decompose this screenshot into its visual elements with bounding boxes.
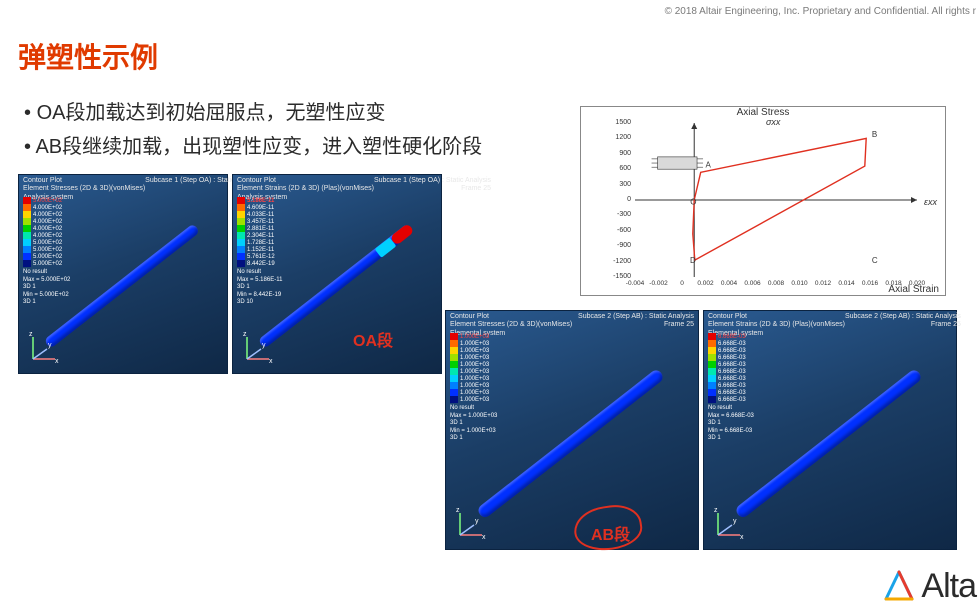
svg-text:D: D: [690, 256, 696, 265]
chart-ytick: 1500: [609, 119, 631, 126]
svg-text:y: y: [733, 518, 737, 525]
chart-ytick: 900: [609, 150, 631, 157]
chart-xtick: 0.008: [768, 280, 784, 287]
chart-ytick: 0: [609, 196, 631, 203]
brand-logo: Alta: [881, 567, 976, 606]
svg-text:A: A: [706, 161, 712, 170]
chart-ytick: 1200: [609, 134, 631, 141]
page-title: 弹塑性示例: [18, 36, 158, 76]
chart-xtick: -0.004: [626, 280, 644, 287]
svg-text:B: B: [872, 130, 877, 139]
svg-text:x: x: [740, 534, 744, 541]
chart-ytick: -300: [609, 211, 631, 218]
svg-text:x: x: [269, 358, 273, 365]
svg-text:z: z: [29, 331, 33, 338]
chart-xtick: 0.006: [744, 280, 760, 287]
chart-xtick: 0.010: [791, 280, 807, 287]
fea-panel: Contour Plot Element Stresses (2D & 3D)(…: [18, 174, 228, 374]
chart-ytick: 600: [609, 165, 631, 172]
hand-annotation-label: AB段: [591, 521, 630, 545]
chart-xtick: 0.004: [721, 280, 737, 287]
chart-xlabel: εxx: [924, 197, 937, 207]
bullet-item: AB段继续加载，出现塑性应变，进入塑性硬化阶段: [24, 130, 482, 164]
axis-triad-icon: z x y: [25, 327, 65, 367]
chart-xtick: 0: [680, 280, 684, 287]
chart-ytick: -1500: [609, 273, 631, 280]
chart-ytick: -600: [609, 227, 631, 234]
brand-text: Alta: [921, 567, 976, 606]
svg-text:y: y: [262, 342, 266, 349]
fea-panel: Contour Plot Element Stresses (2D & 3D)(…: [445, 310, 699, 550]
chart-xtick: 0.016: [862, 280, 878, 287]
copyright-text: © 2018 Altair Engineering, Inc. Propriet…: [665, 6, 976, 17]
svg-text:x: x: [482, 534, 486, 541]
altair-mark-icon: [881, 569, 917, 605]
svg-text:y: y: [48, 342, 52, 349]
svg-text:C: C: [872, 256, 878, 265]
chart-svg: O A B C D: [635, 123, 917, 277]
bullet-list: OA段加载达到初始屈服点，无塑性应变 AB段继续加载，出现塑性应变，进入塑性硬化…: [24, 96, 482, 164]
chart-xtick: -0.002: [649, 280, 667, 287]
bullet-item: OA段加载达到初始屈服点，无塑性应变: [24, 96, 482, 130]
fea-panel: Contour Plot Element Strains (2D & 3D) (…: [703, 310, 957, 550]
chart-ytick: -1200: [609, 258, 631, 265]
svg-text:y: y: [475, 518, 479, 525]
chart-xtick: 0.002: [697, 280, 713, 287]
chart-xtick: 0.012: [815, 280, 831, 287]
hand-annotation-label: OA段: [353, 327, 393, 351]
chart-ytick: -900: [609, 242, 631, 249]
axis-triad-icon: z x y: [710, 503, 750, 543]
fea-panel: Contour Plot Element Strains (2D & 3D) (…: [232, 174, 442, 374]
svg-text:x: x: [55, 358, 59, 365]
svg-text:z: z: [243, 331, 247, 338]
chart-title-bottom: Axial Strain: [888, 284, 939, 295]
chart-ytick: 300: [609, 181, 631, 188]
chart-xtick: 0.014: [838, 280, 854, 287]
svg-text:z: z: [714, 507, 718, 514]
axis-triad-icon: z x y: [452, 503, 492, 543]
axis-triad-icon: z x y: [239, 327, 279, 367]
svg-text:O: O: [690, 198, 696, 207]
svg-text:z: z: [456, 507, 460, 514]
chart-title-top: Axial Stress: [581, 107, 945, 118]
chart-plot-area: O A B C D: [635, 123, 917, 277]
stress-strain-chart: Axial Stress σxx εxx OABCD 1500120090060…: [580, 106, 946, 296]
